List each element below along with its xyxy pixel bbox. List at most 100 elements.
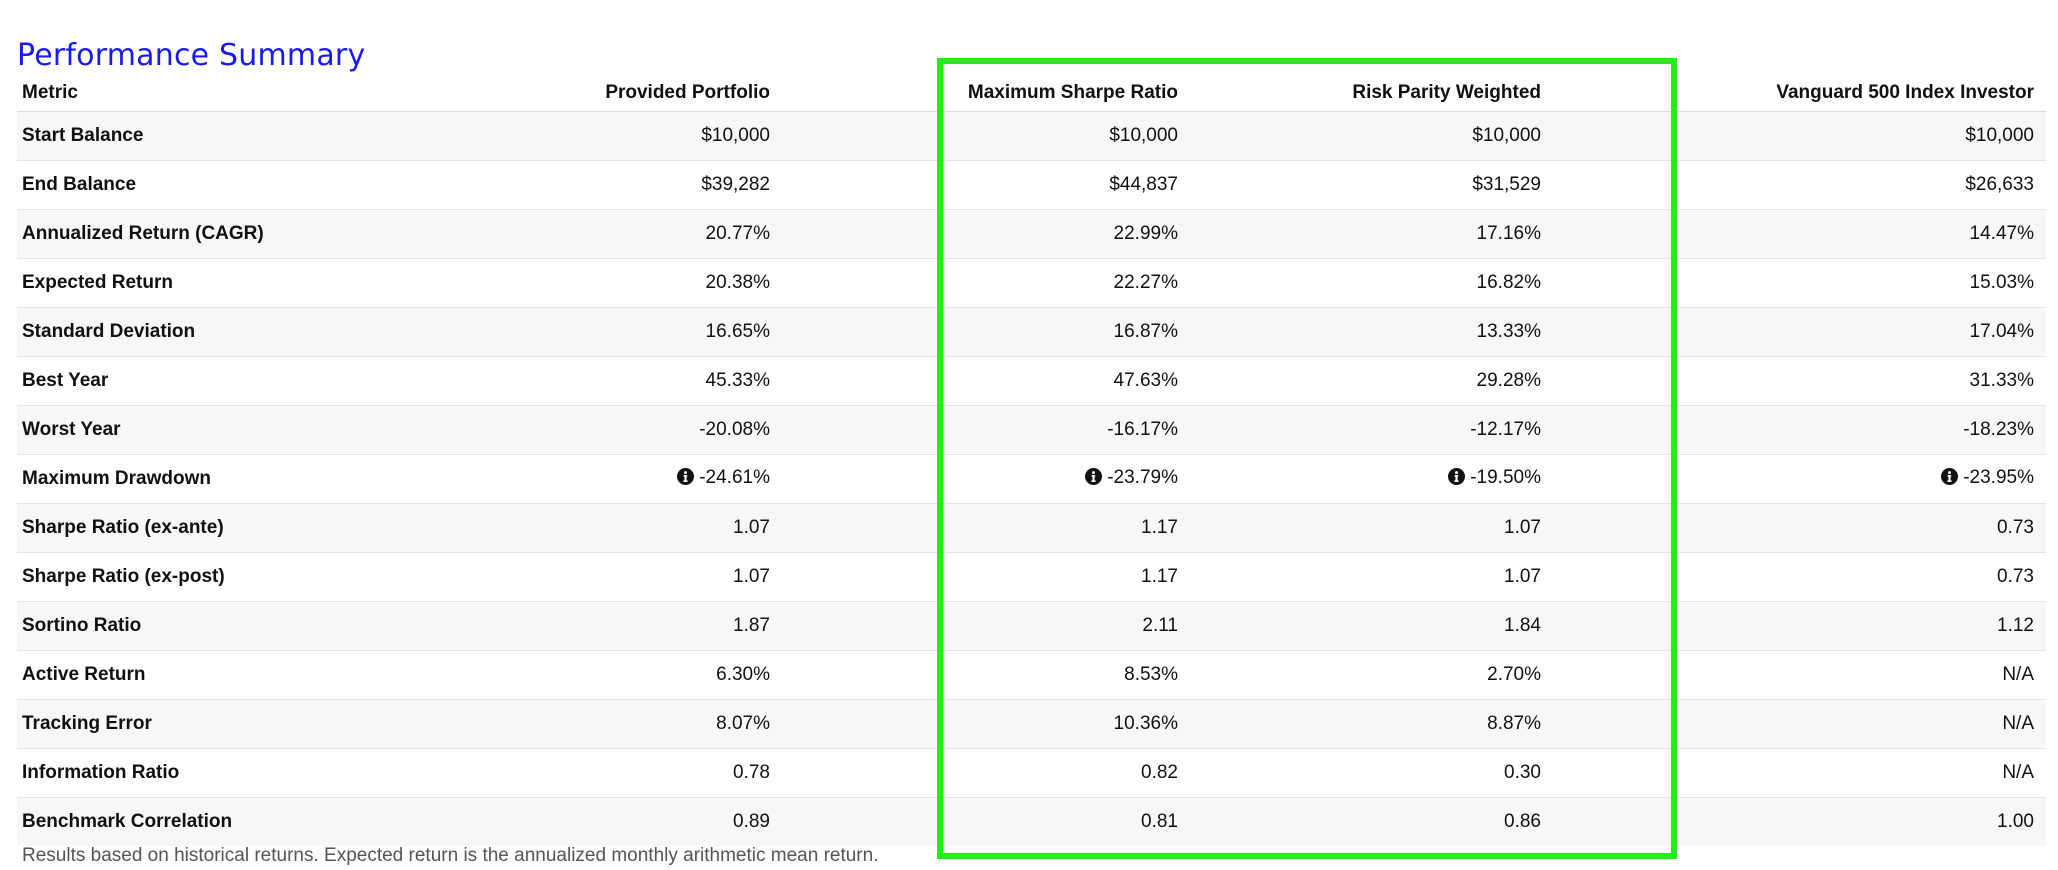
column-header-risk-parity-weighted: Risk Parity Weighted [1190,75,1553,112]
cell-vanguard-500: 0.73 [1553,503,2046,553]
metric-label: Tracking Error [17,699,464,749]
cell-maximum-sharpe-ratio: -23.79% [782,454,1190,504]
table-row: End Balance $39,282 $44,837 $31,529 $26,633 [17,160,2046,210]
table-header-row: Metric Provided Portfolio Maximum Sharpe… [17,75,2046,112]
table-row: Annualized Return (CAGR) 20.77% 22.99% 17.1… [17,209,2046,259]
metric-label: Best Year [17,356,464,406]
cell-risk-parity-weighted: -12.17% [1190,405,1553,455]
cell-vanguard-500: 31.33% [1553,356,2046,406]
cell-risk-parity-weighted: 16.82% [1190,258,1553,308]
cell-risk-parity-weighted: 2.70% [1190,650,1553,700]
metric-label: End Balance [17,160,464,210]
cell-maximum-sharpe-ratio: 0.81 [782,797,1190,846]
cell-vanguard-500: 1.00 [1553,797,2046,846]
cell-provided-portfolio: -20.08% [464,405,782,455]
metric-label: Annualized Return (CAGR) [17,209,464,259]
metric-label: Maximum Drawdown [17,454,464,504]
cell-provided-portfolio: 20.77% [464,209,782,259]
table-row: Worst Year -20.08% -16.17% -12.17% -18.23% [17,405,2046,455]
cell-value: -23.95% [1963,467,2034,488]
cell-value: -23.79% [1107,467,1178,488]
performance-summary-table: Metric Provided Portfolio Maximum Sharpe… [17,75,2046,846]
cell-maximum-sharpe-ratio: 2.11 [782,601,1190,651]
table-row: Sharpe Ratio (ex-post) 1.07 1.17 1.07 0.73 [17,552,2046,602]
table-row: Active Return 6.30% 8.53% 2.70% N/A [17,650,2046,700]
metric-label: Sharpe Ratio (ex-ante) [17,503,464,553]
table-row: Standard Deviation 16.65% 16.87% 13.33% 17.0… [17,307,2046,357]
cell-risk-parity-weighted: 0.86 [1190,797,1553,846]
cell-provided-portfolio: 1.87 [464,601,782,651]
table-row: Benchmark Correlation 0.89 0.81 0.86 1.00 [17,797,2046,846]
footnote: Results based on historical returns. Exp… [22,845,879,866]
info-circle-icon[interactable] [1941,468,1959,490]
metric-label: Standard Deviation [17,307,464,357]
cell-maximum-sharpe-ratio: 8.53% [782,650,1190,700]
metric-label: Sharpe Ratio (ex-post) [17,552,464,602]
cell-vanguard-500: -18.23% [1553,405,2046,455]
page-title: Performance Summary [17,38,366,74]
cell-value: -24.61% [699,467,770,488]
cell-vanguard-500: $26,633 [1553,160,2046,210]
cell-maximum-sharpe-ratio: $44,837 [782,160,1190,210]
cell-provided-portfolio: 20.38% [464,258,782,308]
cell-maximum-sharpe-ratio: 22.99% [782,209,1190,259]
cell-risk-parity-weighted: 0.30 [1190,748,1553,798]
cell-maximum-sharpe-ratio: 0.82 [782,748,1190,798]
metric-label: Benchmark Correlation [17,797,464,846]
cell-maximum-sharpe-ratio: $10,000 [782,111,1190,161]
cell-vanguard-500: 1.12 [1553,601,2046,651]
cell-provided-portfolio: -24.61% [464,454,782,504]
cell-value: -19.50% [1470,467,1541,488]
cell-maximum-sharpe-ratio: 1.17 [782,552,1190,602]
cell-provided-portfolio: 0.89 [464,797,782,846]
cell-risk-parity-weighted: 1.07 [1190,552,1553,602]
cell-provided-portfolio: 0.78 [464,748,782,798]
cell-provided-portfolio: 1.07 [464,503,782,553]
table-row: Best Year 45.33% 47.63% 29.28% 31.33% [17,356,2046,406]
cell-risk-parity-weighted: 8.87% [1190,699,1553,749]
cell-provided-portfolio: 1.07 [464,552,782,602]
cell-vanguard-500: -23.95% [1553,454,2046,504]
cell-provided-portfolio: $39,282 [464,160,782,210]
cell-vanguard-500: 17.04% [1553,307,2046,357]
cell-risk-parity-weighted: 29.28% [1190,356,1553,406]
cell-risk-parity-weighted: 17.16% [1190,209,1553,259]
cell-risk-parity-weighted: $10,000 [1190,111,1553,161]
table-row: Maximum Drawdown -24.61% -23.79% -19.50% -23… [17,454,2046,504]
cell-maximum-sharpe-ratio: 16.87% [782,307,1190,357]
info-circle-icon[interactable] [1085,468,1103,490]
cell-vanguard-500: 15.03% [1553,258,2046,308]
cell-vanguard-500: 14.47% [1553,209,2046,259]
cell-provided-portfolio: $10,000 [464,111,782,161]
metric-label: Expected Return [17,258,464,308]
cell-maximum-sharpe-ratio: 22.27% [782,258,1190,308]
cell-vanguard-500: N/A [1553,699,2046,749]
column-header-provided-portfolio: Provided Portfolio [464,75,782,112]
cell-vanguard-500: $10,000 [1553,111,2046,161]
cell-provided-portfolio: 6.30% [464,650,782,700]
cell-vanguard-500: 0.73 [1553,552,2046,602]
cell-maximum-sharpe-ratio: 47.63% [782,356,1190,406]
cell-maximum-sharpe-ratio: 1.17 [782,503,1190,553]
cell-vanguard-500: N/A [1553,650,2046,700]
table-body: Start Balance $10,000 $10,000 $10,000 $10,00… [17,111,2046,846]
table-row: Information Ratio 0.78 0.82 0.30 N/A [17,748,2046,798]
table-row: Tracking Error 8.07% 10.36% 8.87% N/A [17,699,2046,749]
info-circle-icon[interactable] [1448,468,1466,490]
metric-label: Information Ratio [17,748,464,798]
cell-risk-parity-weighted: 1.07 [1190,503,1553,553]
cell-provided-portfolio: 16.65% [464,307,782,357]
table-row: Expected Return 20.38% 22.27% 16.82% 15.03% [17,258,2046,308]
table-row: Start Balance $10,000 $10,000 $10,000 $10,00… [17,111,2046,161]
cell-risk-parity-weighted: 13.33% [1190,307,1553,357]
table-row: Sortino Ratio 1.87 2.11 1.84 1.12 [17,601,2046,651]
column-header-vanguard-500: Vanguard 500 Index Investor [1553,75,2046,112]
cell-maximum-sharpe-ratio: -16.17% [782,405,1190,455]
metric-label: Sortino Ratio [17,601,464,651]
cell-maximum-sharpe-ratio: 10.36% [782,699,1190,749]
metric-label: Start Balance [17,111,464,161]
table-row: Sharpe Ratio (ex-ante) 1.07 1.17 1.07 0.73 [17,503,2046,553]
info-circle-icon[interactable] [677,468,695,490]
metric-label: Worst Year [17,405,464,455]
cell-provided-portfolio: 45.33% [464,356,782,406]
